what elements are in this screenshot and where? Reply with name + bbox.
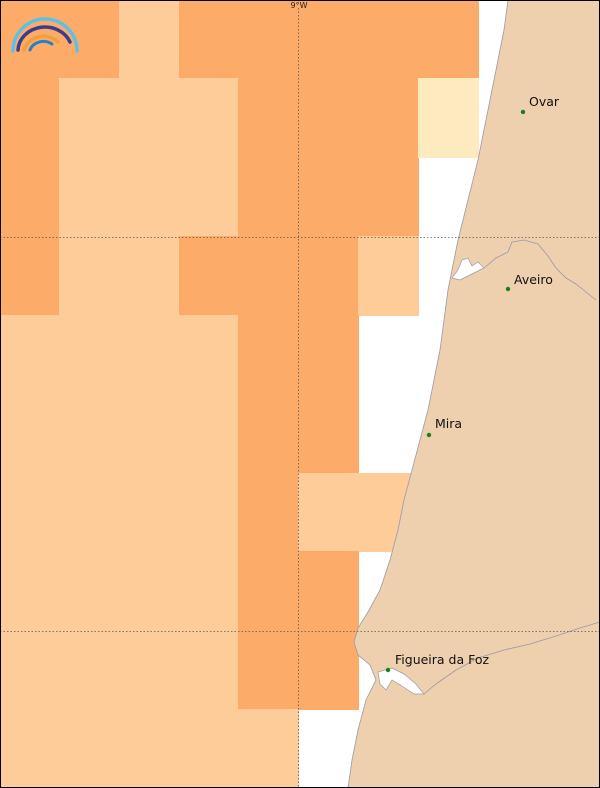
grid-cell [0,551,239,710]
city-marker-icon [505,286,511,292]
city-label: Aveiro [514,272,553,287]
grid-cell [0,315,239,552]
grid-cell [418,78,479,158]
rainbow-arc-logo-icon [11,17,79,53]
grid-cell [238,78,419,237]
grid-cell [0,236,60,316]
grid-cell [179,0,479,79]
river-mondego [423,621,600,695]
meridian-label: 9°W [291,1,308,10]
data-grid-cells [0,0,479,788]
city-label: Ovar [529,94,560,109]
grid-cell [358,236,419,316]
river-vouga [483,239,597,301]
city-marker-icon [426,432,432,438]
grid-cell [238,551,359,710]
grid-cell [0,0,120,79]
grid-cell [179,236,359,316]
grid-cell [0,78,60,237]
city-ovar[interactable]: Ovar [520,94,560,115]
city-marker-icon [520,109,526,115]
aveiro-lagoon [451,257,485,281]
grid-cell [0,709,299,788]
mondego-estuary [377,667,425,695]
city-label: Mira [435,416,462,431]
city-mira[interactable]: Mira [426,416,462,438]
grid-cell [59,78,239,237]
city-aveiro[interactable]: Aveiro [505,272,553,292]
grid-cell [238,473,299,552]
graticule [0,8,600,788]
city-marker-icon [385,667,391,673]
land-mass [347,0,600,788]
grid-cell [59,236,180,316]
grid-cell [119,0,180,79]
city-label: Figueira da Foz [395,652,490,667]
city-figueira-da-foz[interactable]: Figueira da Foz [385,652,490,673]
